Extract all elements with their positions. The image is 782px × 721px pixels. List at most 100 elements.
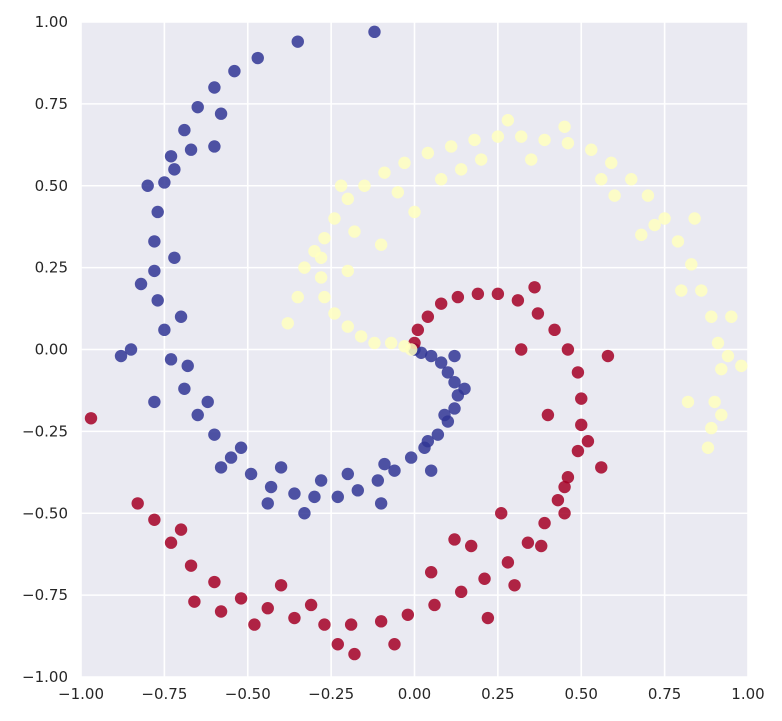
scatter-point xyxy=(201,395,214,409)
scatter-point xyxy=(468,133,481,147)
scatter-point xyxy=(341,320,354,333)
scatter-point xyxy=(471,287,485,301)
scatter-point xyxy=(721,349,735,363)
y-tick-label: −1.00 xyxy=(22,668,68,686)
scatter-point xyxy=(501,556,515,569)
scatter-point xyxy=(424,566,438,579)
scatter-point xyxy=(515,343,528,356)
scatter-point xyxy=(141,179,154,192)
scatter-point xyxy=(575,418,588,432)
scatter-point xyxy=(421,146,435,160)
scatter-point xyxy=(148,264,161,278)
scatter-point xyxy=(388,638,401,651)
scatter-point xyxy=(248,618,261,631)
x-tick-label: −0.50 xyxy=(225,685,271,703)
scatter-point xyxy=(318,231,331,245)
scatter-point xyxy=(558,480,571,494)
scatter-point xyxy=(358,179,371,192)
scatter-point xyxy=(515,130,528,143)
scatter-point xyxy=(151,205,164,219)
scatter-point xyxy=(344,618,358,631)
scatter-point xyxy=(491,287,505,301)
scatter-point xyxy=(291,35,304,48)
scatter-point xyxy=(531,307,545,320)
scatter-point xyxy=(378,457,391,471)
scatter-point xyxy=(421,310,435,323)
scatter-point xyxy=(331,638,344,651)
scatter-point xyxy=(444,140,458,153)
scatter-point xyxy=(191,100,204,114)
x-tick-label: 0.25 xyxy=(481,685,514,703)
scatter-point xyxy=(715,408,728,422)
scatter-point xyxy=(158,323,171,337)
scatter-point xyxy=(191,408,204,422)
scatter-point xyxy=(688,212,701,225)
scatter-point xyxy=(595,461,608,474)
scatter-point xyxy=(441,366,455,379)
x-tick-label: 0.75 xyxy=(648,685,681,703)
scatter-point xyxy=(148,395,161,409)
x-tick-label: 0.50 xyxy=(565,685,598,703)
scatter-point xyxy=(208,428,221,441)
scatter-point xyxy=(398,340,411,353)
scatter-point xyxy=(481,611,495,625)
scatter-point xyxy=(214,107,228,120)
scatter-point xyxy=(131,497,144,510)
scatter-point xyxy=(288,611,301,625)
scatter-point xyxy=(214,461,228,474)
scatter-point xyxy=(168,251,181,264)
scatter-point xyxy=(605,156,618,170)
y-tick-label: −0.50 xyxy=(22,504,68,522)
x-tick-label: −0.25 xyxy=(308,685,354,703)
scatter-point xyxy=(274,461,288,474)
scatter-point xyxy=(368,25,381,39)
scatter-point xyxy=(608,189,621,202)
scatter-point xyxy=(244,467,258,481)
scatter-point xyxy=(708,395,721,409)
scatter-point xyxy=(538,516,551,530)
scatter-point xyxy=(711,336,725,350)
scatter-point xyxy=(114,349,128,363)
scatter-point xyxy=(378,166,391,179)
scatter-point xyxy=(151,294,164,307)
scatter-point xyxy=(331,490,344,504)
scatter-point xyxy=(658,212,671,225)
y-axis: 1.00 0.75 0.50 0.25 0.00 −0.25 −0.50 −0.75 −1.00 xyxy=(22,13,68,686)
scatter-point xyxy=(475,153,488,166)
scatter-point xyxy=(548,323,561,337)
scatter-point xyxy=(575,392,588,405)
scatter-point xyxy=(414,346,428,359)
y-tick-label: 0.25 xyxy=(35,259,68,277)
scatter-point xyxy=(374,497,388,510)
scatter-point xyxy=(388,464,401,477)
scatter-point xyxy=(298,261,311,274)
scatter-point xyxy=(148,513,161,526)
scatter-point xyxy=(595,173,608,186)
scatter-point xyxy=(178,382,191,395)
scatter-point xyxy=(188,595,201,608)
scatter-point xyxy=(701,441,715,454)
scatter-point xyxy=(261,497,274,510)
scatter-point xyxy=(625,173,638,186)
x-tick-label: −1.00 xyxy=(58,685,104,703)
scatter-point xyxy=(288,487,301,500)
scatter-point xyxy=(428,598,441,612)
scatter-point xyxy=(291,290,304,304)
y-tick-label: 0.00 xyxy=(35,341,68,359)
scatter-point xyxy=(314,271,328,284)
scatter-point xyxy=(251,51,264,65)
scatter-point xyxy=(541,408,555,422)
scatter-point xyxy=(424,349,438,363)
scatter-point xyxy=(454,163,468,176)
scatter-point xyxy=(308,245,321,258)
scatter-point xyxy=(208,140,221,153)
scatter-point xyxy=(448,376,461,389)
scatter-point xyxy=(448,533,461,546)
scatter-point xyxy=(318,290,331,304)
scatter-point xyxy=(404,451,418,464)
scatter-point xyxy=(434,356,448,369)
x-axis: −1.00 −0.75 −0.50 −0.25 0.00 0.25 0.50 0.75 1.00 xyxy=(58,685,765,703)
scatter-point xyxy=(464,539,478,553)
scatter-point xyxy=(391,186,405,199)
